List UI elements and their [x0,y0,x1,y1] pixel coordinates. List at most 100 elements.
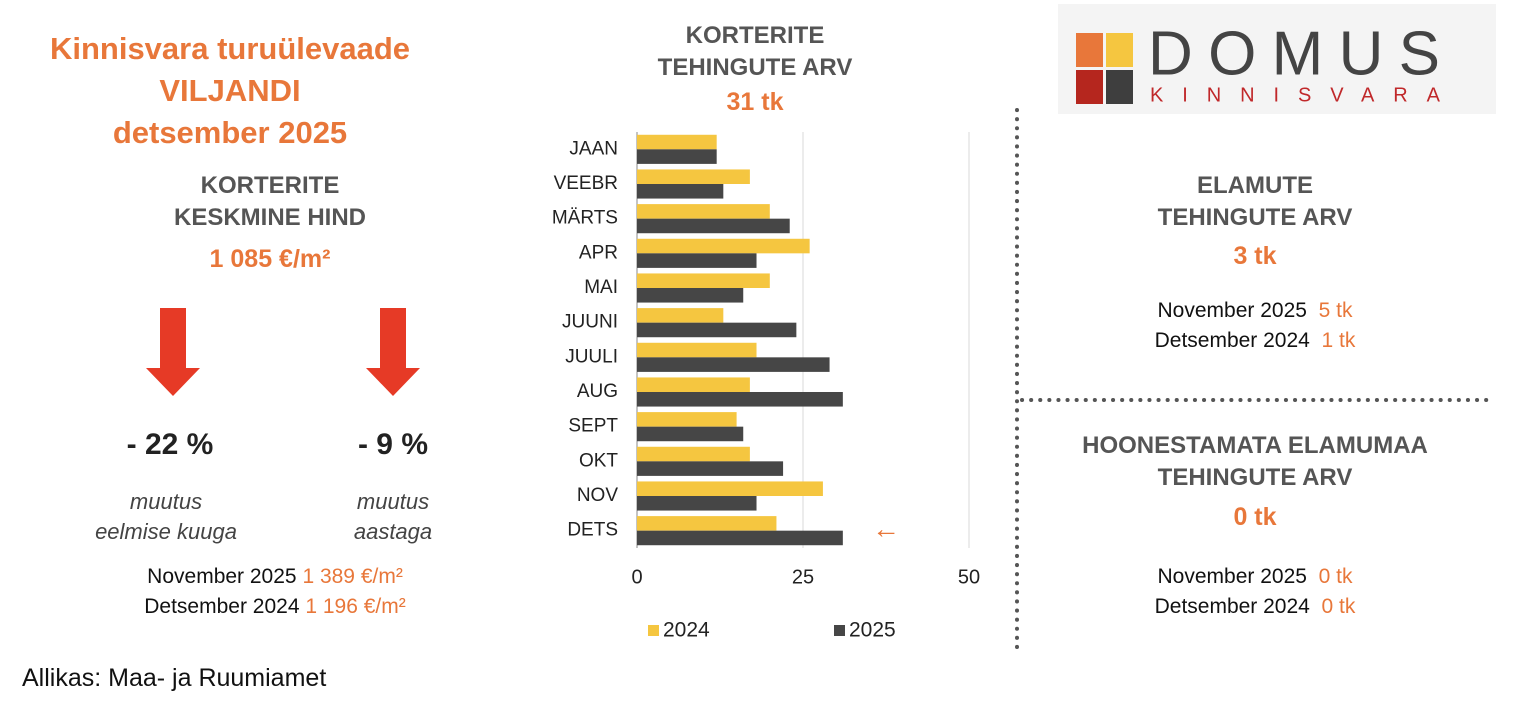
y-tick-label: OKT [579,450,618,471]
value: 1 389 €/m² [302,565,403,588]
heading-line: TEHINGUTE ARV [1157,204,1353,231]
price-heading: KORTERITE KESKMINE HIND [70,170,470,234]
legend-label: 2025 [849,619,896,642]
title-line: TEHINGUTE ARV [657,54,853,81]
value: 1 196 €/m² [305,595,406,618]
bar [637,184,724,199]
chart-title: KORTERITE TEHINGUTE ARV [555,20,955,84]
caption-line: aastaga [353,519,433,544]
title-line: VILJANDI [159,73,301,108]
logo-block [1076,33,1103,67]
land-heading: HOONESTAMATA ELAMUMAA TEHINGUTE ARV [1030,430,1480,494]
comparison: November 2025 1 389 €/m² [70,562,480,592]
y-tick-label: AUG [577,381,618,402]
x-tick-label: 50 [958,566,980,588]
value: 5 tk [1318,299,1353,322]
logo-block [1076,70,1103,104]
title-line: KORTERITE [685,22,825,49]
title-line: Kinnisvara turuülevaade [49,31,411,66]
bar [637,392,843,407]
bar [637,322,797,338]
y-tick-label: MAI [584,277,618,298]
bar [637,426,744,442]
bar [637,377,750,392]
y-tick-label: JUULI [565,346,618,367]
bar [637,169,750,184]
bar [637,342,757,358]
caption-line: muutus [356,489,430,514]
y-tick-label: NOV [577,485,619,506]
y-tick-label: JAAN [569,138,618,159]
bar [637,481,823,496]
source: Allikas: Maa- ja Ruumiamet [22,664,327,692]
annotation: ← [872,513,900,544]
title-line: detsember 2025 [112,115,348,150]
houses-value: 3 tk [1233,242,1277,270]
bar [637,253,757,268]
bar [637,530,843,546]
heading-line: HOONESTAMATA ELAMUMAA [1082,432,1428,459]
land-value: 0 tk [1233,503,1277,531]
label: Detsember 2024 [1154,595,1310,618]
change-value: - 9 % [357,428,429,461]
value: 0 tk [1321,595,1356,618]
comparison: November 2025 5 tk [1055,296,1455,326]
comparisons: November 2025 5 tk Detsember 2024 1 tk [1055,296,1455,356]
houses-heading: ELAMUTE TEHINGUTE ARV [1055,170,1455,234]
comparison: Detsember 2024 1 tk [1055,326,1455,356]
value: 1 tk [1321,329,1356,352]
y-tick-label: MÄRTS [552,208,618,229]
bar [637,238,810,254]
heading-line: ELAMUTE [1197,172,1313,199]
value: 0 tk [1318,565,1353,588]
change-value: - 22 % [126,428,214,461]
bar [637,134,717,150]
y-tick-label: JUUNI [562,312,618,333]
heading-line: KORTERITE [200,172,340,199]
caption-line: muutus [129,489,203,514]
bar [637,516,777,531]
x-tick-label: 0 [631,566,642,588]
comparisons: November 2025 1 389 €/m² Detsember 2024 … [70,562,480,622]
bar [637,149,717,164]
label: Detsember 2024 [144,595,300,618]
bar [637,461,784,476]
caption-line: eelmise kuuga [95,519,237,544]
bar [637,308,724,323]
label: Detsember 2024 [1154,329,1310,352]
bar [637,446,750,462]
chart-subtitle: 31 tk [726,88,784,116]
comparison: Detsember 2024 1 196 €/m² [70,592,480,622]
bar [637,412,737,427]
legend-label: 2024 [663,619,710,642]
down-arrow [146,308,200,396]
x-tick-label: 25 [792,566,814,588]
legend-swatch [834,625,845,636]
heading-line: KESKMINE HIND [173,204,366,231]
label: November 2025 [1157,299,1307,322]
label: November 2025 [147,565,297,588]
bar [637,273,770,288]
y-tick-label: DETS [567,520,618,541]
logo-block [1106,70,1133,104]
y-tick-label: APR [579,242,618,263]
comparisons: November 2025 0 tk Detsember 2024 0 tk [1055,562,1455,622]
y-tick-label: SEPT [568,416,618,437]
bar [637,357,830,372]
comparison: November 2025 0 tk [1055,562,1455,592]
comparison: Detsember 2024 0 tk [1055,592,1455,622]
bar [637,496,757,511]
y-tick-label: VEEBR [554,173,618,194]
legend-swatch [648,625,659,636]
down-arrow [366,308,420,396]
logo-block [1106,33,1133,67]
heading-line: TEHINGUTE ARV [1157,464,1353,491]
label: November 2025 [1157,565,1307,588]
change-caption: muutus aastaga [293,487,493,547]
change-caption: muutus eelmise kuuga [66,487,266,547]
price-value: 1 085 €/m² [209,245,331,273]
bar [637,204,770,219]
